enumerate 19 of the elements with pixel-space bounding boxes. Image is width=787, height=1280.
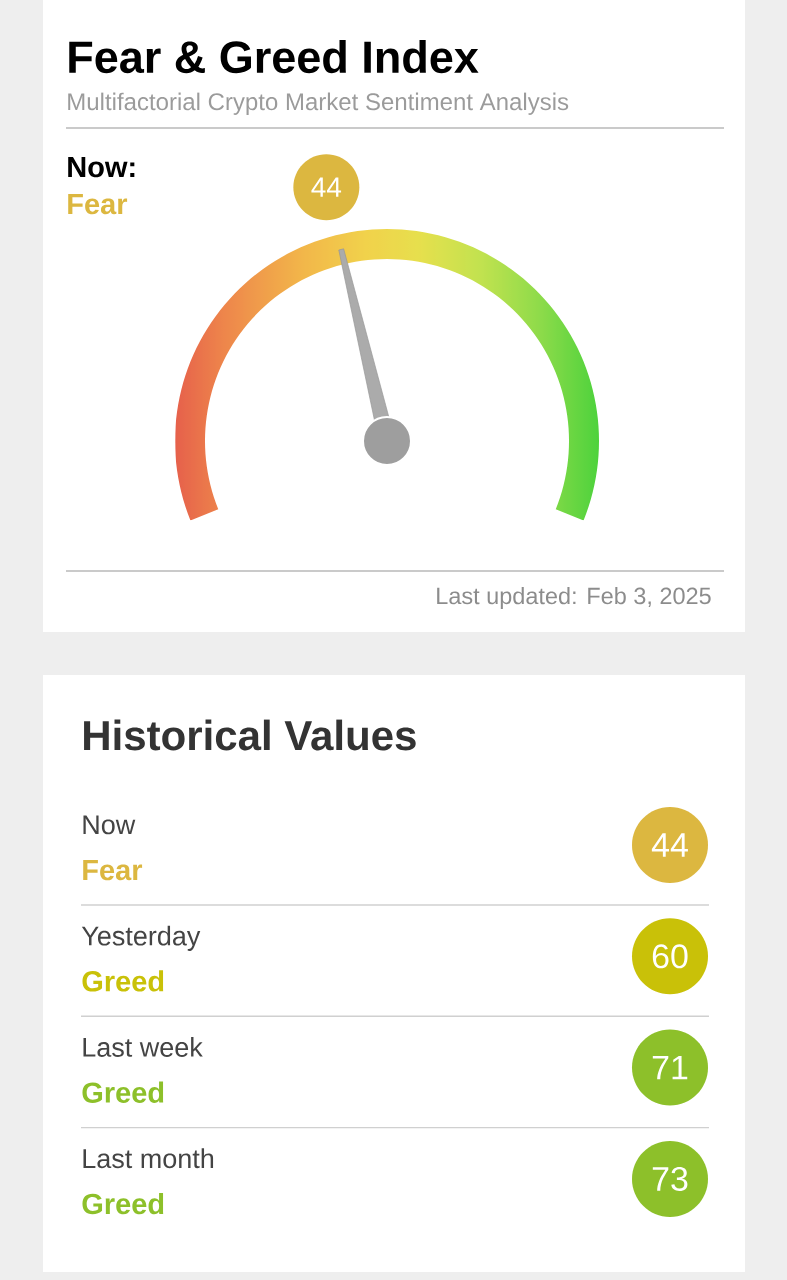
category-label: Now <box>83 815 136 835</box>
text: Fear <box>83 860 143 881</box>
text: Last updated: Feb 3, 2025 <box>437 586 711 609</box>
text: Now: <box>68 157 135 178</box>
text: Fear <box>68 194 128 215</box>
data-label: 44 <box>651 833 688 857</box>
text: Greed <box>82 1081 164 1103</box>
category-label: Last week <box>83 1037 203 1057</box>
category-label: Last month <box>83 1148 214 1169</box>
text: Greed <box>82 1192 164 1215</box>
data-label: 60 <box>652 944 688 969</box>
data-label: 44 <box>311 177 342 197</box>
text: Fear & Greed Index <box>69 40 479 74</box>
data-label: 73 <box>652 1166 688 1191</box>
text: Greed <box>82 970 164 992</box>
text: Multifactorial Crypto Market Sentiment Analysis <box>68 92 569 115</box>
data-label: 71 <box>652 1055 688 1080</box>
category-label: Yesterday <box>81 925 201 951</box>
text: Historical Values <box>84 719 416 751</box>
